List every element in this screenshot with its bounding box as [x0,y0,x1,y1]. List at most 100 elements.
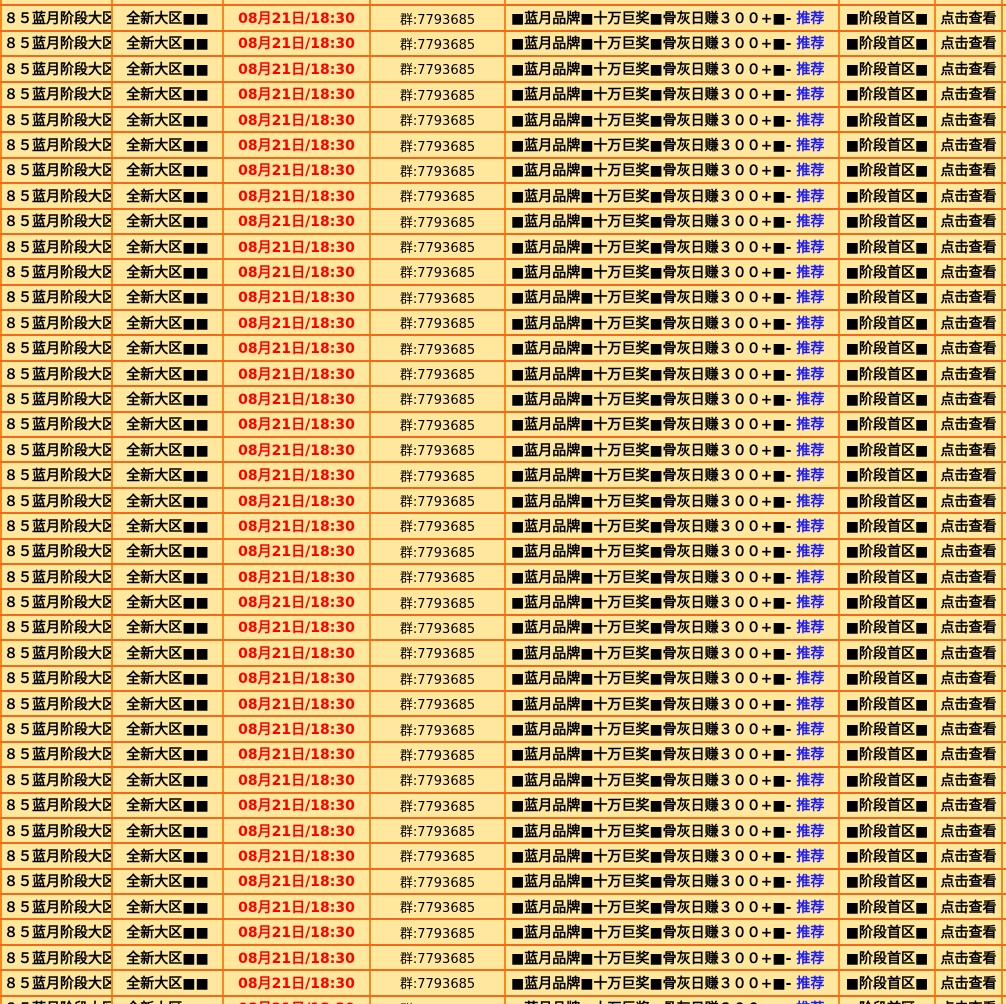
table-row: ８５蓝月阶段大区 全新大区■■ 08月21日/18:30 群:7793685 ■… [0,334,1006,362]
recommend-link[interactable]: 推荐 [796,747,825,764]
view-details-link[interactable]: 点击查看 [934,994,1003,1004]
server-name-cell: ８５蓝月阶段大区 [0,943,113,972]
view-details-link[interactable]: 点击查看 [934,512,1003,540]
server-description-text: ■蓝月品牌■十万巨奖■骨灰日赚３００+■- [511,366,797,383]
recommend-link[interactable]: 推荐 [796,264,825,281]
table-row: ８５蓝月阶段大区 全新大区■■ 08月21日/18:30 群:7793685 ■… [0,867,1006,896]
view-details-link[interactable]: 点击查看 [934,613,1003,642]
view-details-link[interactable]: 点击查看 [934,309,1003,337]
recommend-link[interactable]: 推荐 [796,925,825,942]
view-details-link[interactable]: 点击查看 [934,486,1003,515]
recommend-link[interactable]: 推荐 [796,138,825,155]
recommend-link[interactable]: 推荐 [796,544,825,561]
view-details-link[interactable]: 点击查看 [934,842,1003,870]
view-details-link[interactable]: 点击查看 [934,918,1003,946]
server-description-text: ■蓝月品牌■十万巨奖■骨灰日赚３００+■- [511,544,797,561]
view-details-link[interactable]: 点击查看 [934,816,1003,845]
view-details-link[interactable]: 点击查看 [934,791,1003,819]
view-details-link[interactable]: 点击查看 [934,740,1003,769]
recommend-link[interactable]: 推荐 [796,671,825,688]
overflow-cell [1001,105,1006,134]
view-details-link[interactable]: 点击查看 [934,893,1003,921]
recommend-link[interactable]: 推荐 [796,975,825,992]
view-details-link[interactable]: 点击查看 [934,969,1003,997]
server-name-cell: ８５蓝月阶段大区 [0,4,113,32]
recommend-link[interactable]: 推荐 [796,214,825,231]
view-details-link[interactable]: 点击查看 [934,0,1003,7]
server-description-cell: ■蓝月品牌■十万巨奖■骨灰日赚３００+■- 推荐 [504,893,840,921]
view-details-link[interactable]: 点击查看 [934,283,1003,312]
qq-group-cell: 群:7793685 [369,486,506,515]
recommend-link[interactable]: 推荐 [796,315,825,332]
table-row: ８５蓝月阶段大区 全新大区■■ 08月21日/18:30 群:7793685 ■… [0,80,1006,108]
view-details-link[interactable]: 点击查看 [934,334,1003,362]
recommend-link[interactable]: 推荐 [796,772,825,789]
recommend-link[interactable]: 推荐 [796,290,825,307]
view-details-link[interactable]: 点击查看 [934,182,1003,210]
recommend-link[interactable]: 推荐 [796,696,825,713]
view-details-link[interactable]: 点击查看 [934,867,1003,896]
view-details-link[interactable]: 点击查看 [934,664,1003,692]
view-details-link[interactable]: 点击查看 [934,537,1003,565]
recommend-link[interactable]: 推荐 [796,341,825,358]
open-time-cell: 08月21日/18:30 [222,258,371,286]
view-details-link[interactable]: 点击查看 [934,258,1003,286]
view-details-link[interactable]: 点击查看 [934,207,1003,235]
recommend-link[interactable]: 推荐 [796,722,825,739]
recommend-link[interactable]: 推荐 [796,366,825,383]
recommend-link[interactable]: 推荐 [796,823,825,840]
view-details-link[interactable]: 点击查看 [934,80,1003,108]
stage-zone-cell: ■阶段首区■ [838,156,936,185]
recommend-link[interactable]: 推荐 [796,798,825,815]
view-details-link[interactable]: 点击查看 [934,385,1003,413]
view-details-link[interactable]: 点击查看 [934,639,1003,667]
recommend-link[interactable]: 推荐 [796,950,825,967]
view-details-link[interactable]: 点击查看 [934,766,1003,794]
server-description-cell: ■蓝月品牌■十万巨奖■骨灰日赚３００+■- 推荐 [504,715,840,743]
view-details-link[interactable]: 点击查看 [934,715,1003,743]
view-details-link[interactable]: 点击查看 [934,689,1003,718]
view-details-link[interactable]: 点击查看 [934,131,1003,159]
recommend-link[interactable]: 推荐 [796,468,825,485]
view-details-link[interactable]: 点击查看 [934,4,1003,32]
recommend-link[interactable]: 推荐 [796,417,825,434]
recommend-link[interactable]: 推荐 [796,391,825,408]
view-details-link[interactable]: 点击查看 [934,588,1003,616]
view-details-link[interactable]: 点击查看 [934,29,1003,58]
view-details-link[interactable]: 点击查看 [934,232,1003,261]
recommend-link[interactable]: 推荐 [796,848,825,865]
recommend-link[interactable]: 推荐 [796,11,825,28]
recommend-link[interactable]: 推荐 [796,874,825,891]
recommend-link[interactable]: 推荐 [796,620,825,637]
recommend-link[interactable]: 推荐 [796,493,825,510]
view-details-link[interactable]: 点击查看 [934,156,1003,185]
recommend-link[interactable]: 推荐 [796,518,825,535]
view-details-link[interactable]: 点击查看 [934,461,1003,489]
view-details-link[interactable]: 点击查看 [934,562,1003,591]
recommend-link[interactable]: 推荐 [796,899,825,916]
open-time-cell: 08月21日/18:30 [222,969,371,997]
recommend-link[interactable]: 推荐 [796,569,825,586]
view-details-link[interactable]: 点击查看 [934,410,1003,439]
server-description-cell: ■蓝月品牌■十万巨奖■骨灰日赚３００+■- 推荐 [504,80,840,108]
recommend-link[interactable]: 推荐 [796,36,825,53]
recommend-link[interactable]: 推荐 [796,112,825,129]
recommend-link[interactable]: 推荐 [796,1001,824,1004]
recommend-link[interactable]: 推荐 [796,61,825,78]
recommend-link[interactable]: 推荐 [796,595,825,612]
view-details-link[interactable]: 点击查看 [934,943,1003,972]
recommend-link[interactable]: 推荐 [796,188,825,205]
table-row: ８５蓝月阶段大区 全新大区■■ 08月21日/18:30 群:7793685 ■… [0,436,1006,464]
server-description-text: ■蓝月品牌■十万巨奖■骨灰日赚３００+■- [511,747,797,764]
view-details-link[interactable]: 点击查看 [934,55,1003,83]
view-details-link[interactable]: 点击查看 [934,105,1003,134]
recommend-link[interactable]: 推荐 [796,0,824,2]
recommend-link[interactable]: 推荐 [796,442,825,459]
recommend-link[interactable]: 推荐 [796,87,825,104]
recommend-link[interactable]: 推荐 [796,645,825,662]
recommend-link[interactable]: 推荐 [796,239,825,256]
stage-zone-cell: ■阶段首区■ [838,766,936,794]
view-details-link[interactable]: 点击查看 [934,436,1003,464]
recommend-link[interactable]: 推荐 [796,163,825,180]
view-details-link[interactable]: 点击查看 [934,359,1003,388]
